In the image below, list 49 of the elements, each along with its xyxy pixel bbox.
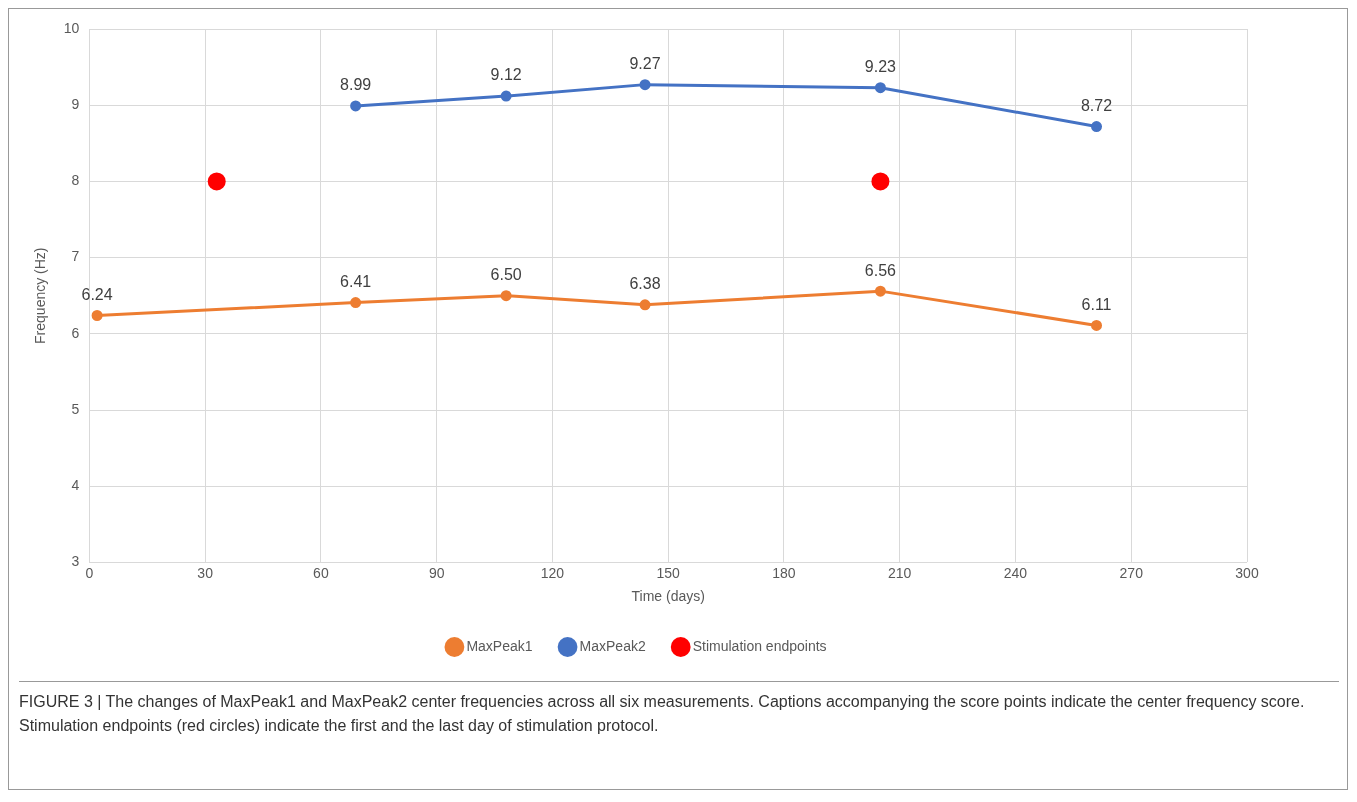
point bbox=[350, 100, 362, 112]
x-tick-label: 30 bbox=[197, 564, 214, 581]
y-tick-label: 5 bbox=[71, 400, 80, 417]
point bbox=[1091, 319, 1103, 331]
y-tick-label: 10 bbox=[63, 19, 80, 36]
point bbox=[500, 90, 512, 102]
data-label: 8.99 bbox=[340, 76, 372, 94]
y-tick-label: 9 bbox=[71, 96, 80, 113]
data-label: 9.12 bbox=[490, 66, 522, 84]
x-tick-label: 240 bbox=[1003, 564, 1028, 581]
y-tick-label: 3 bbox=[71, 553, 80, 570]
point bbox=[874, 82, 886, 94]
data-label: 6.50 bbox=[490, 266, 522, 284]
point bbox=[500, 290, 512, 302]
data-label: 9.23 bbox=[864, 58, 897, 76]
y-tick-label: 4 bbox=[71, 477, 80, 494]
x-tick-label: 60 bbox=[313, 564, 329, 581]
y-tick-label: 8 bbox=[71, 172, 80, 189]
point bbox=[639, 79, 651, 91]
data-label: 8.72 bbox=[1080, 96, 1113, 114]
y-tick-label: 7 bbox=[71, 248, 80, 265]
x-tick-label: 0 bbox=[85, 564, 94, 581]
point bbox=[639, 299, 651, 311]
data-label: 6.56 bbox=[864, 261, 897, 279]
x-tick-label: 120 bbox=[540, 564, 565, 581]
caption: FIGURE 3 | The changes of MaxPeak1 and MaxPeak2 center frequencies across all six measurements. Captions accompanying the score points indicate the center frequency score. Stimulation endpoints (red circles) indicate the first and the last day of stimulation protocol. bbox=[19, 692, 1306, 736]
y-tick-label: 6 bbox=[71, 324, 80, 341]
x-axis-title: Time (days) bbox=[631, 588, 705, 605]
data-label: 6.11 bbox=[1081, 295, 1112, 313]
x-tick-label: 150 bbox=[656, 564, 681, 581]
point bbox=[1091, 121, 1103, 133]
legend-label: MaxPeak1 bbox=[466, 637, 533, 654]
point bbox=[350, 297, 362, 309]
point bbox=[871, 172, 890, 191]
y-axis-title: Frequency (Hz) bbox=[32, 247, 49, 344]
data-label: 6.38 bbox=[629, 275, 661, 293]
data-label: 6.24 bbox=[81, 285, 113, 303]
legend-label: MaxPeak2 bbox=[579, 637, 646, 654]
legend-label: Stimulation endpoints bbox=[692, 637, 827, 654]
data-label: 9.27 bbox=[629, 55, 661, 73]
data-label: 6.41 bbox=[340, 272, 372, 290]
x-tick-label: 210 bbox=[888, 564, 912, 581]
x-tick-label: 270 bbox=[1119, 564, 1144, 581]
point bbox=[91, 310, 103, 322]
x-tick-label: 90 bbox=[428, 564, 445, 581]
x-tick-label: 300 bbox=[1235, 564, 1259, 581]
point bbox=[874, 285, 886, 297]
x-tick-label: 180 bbox=[772, 564, 796, 581]
point bbox=[207, 172, 226, 191]
